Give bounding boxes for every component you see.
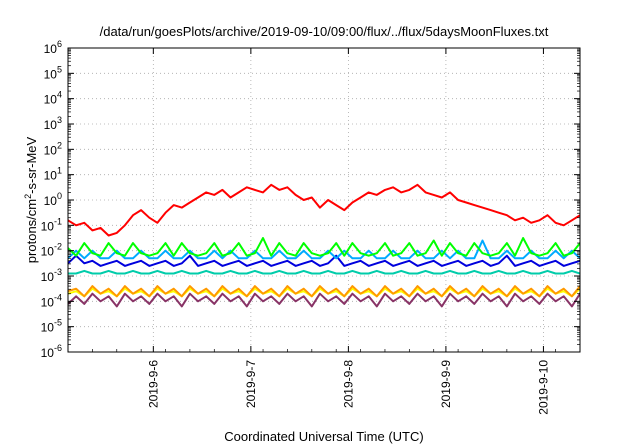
series-line <box>68 254 580 267</box>
y-tick-label: 10-1 <box>41 216 62 233</box>
y-label-pre: protons/cm <box>24 199 39 263</box>
x-axis: 2019-9-6 2019-9-7 2019-9-8 2019-9-9 2019-9-1… <box>67 48 581 415</box>
y-tick-label: 10-4 <box>41 292 62 309</box>
series-line <box>68 269 580 275</box>
y-tick-label: 103 <box>44 115 62 132</box>
y-tick-label: 101 <box>44 166 62 183</box>
x-tick-label: 2019-9-10 <box>536 360 550 415</box>
y-tick-label: 102 <box>44 140 62 157</box>
x-axis-label: Coordinated Universal Time (UTC) <box>224 429 423 444</box>
grid <box>68 48 580 352</box>
series-layer <box>68 183 580 308</box>
x-tick-label: 2019-9-6 <box>146 360 160 408</box>
series-line <box>68 239 580 260</box>
x-tick-label: 2019-9-7 <box>244 360 258 408</box>
y-label-sup: 2 <box>23 194 33 199</box>
y-tick-label: 10-2 <box>41 242 62 259</box>
y-tick-label: 10-5 <box>41 318 62 335</box>
series-line <box>68 237 580 257</box>
y-tick-label: 10-6 <box>41 343 62 360</box>
x-tick-label: 2019-9-8 <box>341 360 355 408</box>
y-tick-label: 104 <box>44 90 62 107</box>
series-line <box>68 183 580 237</box>
x-tick-label: 2019-9-9 <box>439 360 453 408</box>
chart-title: /data/run/goesPlots/archive/2019-09-10/0… <box>100 24 549 39</box>
y-tick-label: 100 <box>44 191 62 208</box>
series-line <box>68 285 580 298</box>
series-line <box>68 292 580 308</box>
y-tick-label: 105 <box>44 64 62 81</box>
y-label-post: -s-sr-MeV <box>24 136 39 193</box>
y-axis-label: protons/cm2-s-sr-MeV <box>23 136 39 263</box>
y-tick-label: 106 <box>44 39 62 56</box>
y-axis: 10-6 10-5 10-4 10-3 10-2 10-1 100 101 102 103 104 1… <box>41 39 580 360</box>
y-tick-label: 10-3 <box>41 267 62 284</box>
